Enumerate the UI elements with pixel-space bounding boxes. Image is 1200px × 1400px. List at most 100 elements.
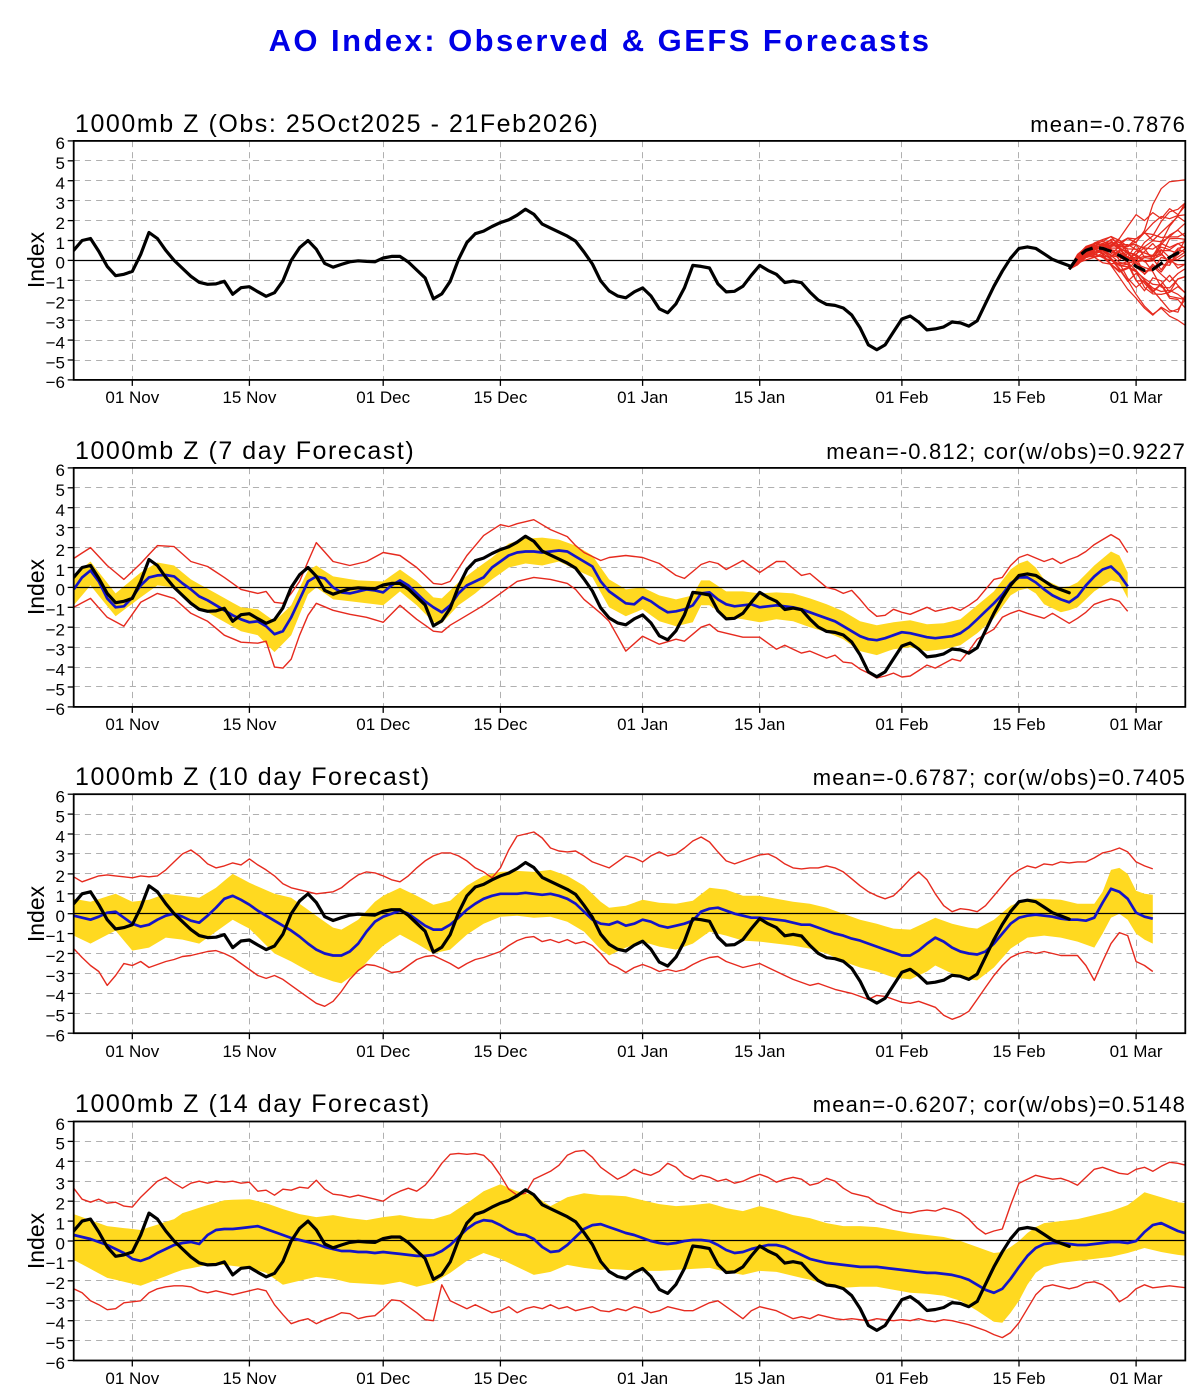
svg-text:−3: −3 bbox=[46, 314, 65, 333]
svg-text:−4: −4 bbox=[46, 660, 65, 679]
svg-text:1: 1 bbox=[56, 887, 65, 906]
svg-text:01 Nov: 01 Nov bbox=[105, 1369, 159, 1388]
svg-text:15 Feb: 15 Feb bbox=[993, 715, 1046, 734]
svg-text:−5: −5 bbox=[46, 1007, 65, 1026]
svg-text:2: 2 bbox=[56, 867, 65, 886]
svg-text:15 Jan: 15 Jan bbox=[734, 1369, 785, 1388]
svg-text:2: 2 bbox=[56, 1195, 65, 1214]
svg-text:5: 5 bbox=[56, 481, 65, 500]
svg-text:5: 5 bbox=[56, 1135, 65, 1154]
svg-text:3: 3 bbox=[56, 1175, 65, 1194]
svg-text:6: 6 bbox=[56, 788, 65, 807]
svg-text:mean=-0.6787; cor(w/obs)=0.740: mean=-0.6787; cor(w/obs)=0.7405 bbox=[813, 765, 1186, 790]
svg-text:01 Feb: 01 Feb bbox=[875, 715, 928, 734]
svg-text:1000mb Z (10 day Forecast): 1000mb Z (10 day Forecast) bbox=[75, 763, 431, 791]
svg-text:mean=-0.7876: mean=-0.7876 bbox=[1030, 112, 1186, 137]
svg-text:15 Nov: 15 Nov bbox=[222, 388, 276, 407]
svg-text:−6: −6 bbox=[46, 373, 65, 392]
svg-text:Index: Index bbox=[23, 231, 49, 288]
svg-text:−4: −4 bbox=[46, 333, 65, 352]
svg-text:6: 6 bbox=[56, 134, 65, 153]
svg-text:AO Index: Observed & GEFS Fore: AO Index: Observed & GEFS Forecasts bbox=[269, 23, 932, 58]
svg-text:−3: −3 bbox=[46, 1294, 65, 1313]
svg-text:−4: −4 bbox=[46, 987, 65, 1006]
svg-text:15 Jan: 15 Jan bbox=[734, 388, 785, 407]
svg-text:01 Mar: 01 Mar bbox=[1110, 715, 1163, 734]
svg-text:01 Dec: 01 Dec bbox=[356, 715, 410, 734]
svg-text:4: 4 bbox=[56, 174, 65, 193]
svg-text:01 Nov: 01 Nov bbox=[105, 1042, 159, 1061]
svg-text:01 Mar: 01 Mar bbox=[1110, 1369, 1163, 1388]
svg-text:15 Jan: 15 Jan bbox=[734, 1042, 785, 1061]
svg-text:Index: Index bbox=[23, 885, 49, 942]
svg-text:4: 4 bbox=[56, 827, 65, 846]
svg-text:−5: −5 bbox=[46, 680, 65, 699]
svg-text:3: 3 bbox=[56, 847, 65, 866]
svg-text:Index: Index bbox=[23, 558, 49, 615]
svg-text:01 Dec: 01 Dec bbox=[356, 1369, 410, 1388]
svg-text:−3: −3 bbox=[46, 967, 65, 986]
svg-text:01 Dec: 01 Dec bbox=[356, 1042, 410, 1061]
svg-text:01 Feb: 01 Feb bbox=[875, 1042, 928, 1061]
svg-text:3: 3 bbox=[56, 194, 65, 213]
svg-text:1: 1 bbox=[56, 1214, 65, 1233]
svg-text:15 Nov: 15 Nov bbox=[222, 1042, 276, 1061]
svg-text:4: 4 bbox=[56, 501, 65, 520]
svg-text:0: 0 bbox=[56, 1234, 65, 1253]
svg-text:15 Jan: 15 Jan bbox=[734, 715, 785, 734]
svg-text:01 Jan: 01 Jan bbox=[617, 1042, 668, 1061]
svg-text:−1: −1 bbox=[46, 927, 65, 946]
svg-text:−2: −2 bbox=[46, 947, 65, 966]
svg-text:−5: −5 bbox=[46, 1334, 65, 1353]
svg-text:15 Nov: 15 Nov bbox=[222, 715, 276, 734]
svg-text:01 Feb: 01 Feb bbox=[875, 1369, 928, 1388]
svg-text:01 Jan: 01 Jan bbox=[617, 715, 668, 734]
svg-text:15 Dec: 15 Dec bbox=[473, 388, 527, 407]
svg-text:−2: −2 bbox=[46, 1274, 65, 1293]
svg-text:01 Mar: 01 Mar bbox=[1110, 388, 1163, 407]
svg-text:−6: −6 bbox=[46, 1354, 65, 1373]
svg-text:−6: −6 bbox=[46, 700, 65, 719]
svg-text:1000mb Z (Obs: 25Oct2025 - 21F: 1000mb Z (Obs: 25Oct2025 - 21Feb2026) bbox=[75, 110, 599, 138]
svg-text:−1: −1 bbox=[46, 274, 65, 293]
svg-text:15 Feb: 15 Feb bbox=[993, 388, 1046, 407]
svg-text:3: 3 bbox=[56, 521, 65, 540]
svg-text:15 Dec: 15 Dec bbox=[473, 715, 527, 734]
svg-text:01 Mar: 01 Mar bbox=[1110, 1042, 1163, 1061]
svg-text:01 Jan: 01 Jan bbox=[617, 388, 668, 407]
svg-text:15 Nov: 15 Nov bbox=[222, 1369, 276, 1388]
svg-text:6: 6 bbox=[56, 461, 65, 480]
svg-text:mean=-0.6207; cor(w/obs)=0.514: mean=-0.6207; cor(w/obs)=0.5148 bbox=[813, 1092, 1186, 1117]
svg-text:01 Feb: 01 Feb bbox=[875, 388, 928, 407]
svg-text:0: 0 bbox=[56, 254, 65, 273]
svg-text:2: 2 bbox=[56, 214, 65, 233]
svg-text:5: 5 bbox=[56, 807, 65, 826]
svg-text:1000mb Z (7 day Forecast): 1000mb Z (7 day Forecast) bbox=[75, 437, 415, 465]
svg-text:5: 5 bbox=[56, 154, 65, 173]
svg-text:mean=-0.812; cor(w/obs)=0.9227: mean=-0.812; cor(w/obs)=0.9227 bbox=[826, 439, 1186, 464]
svg-text:−2: −2 bbox=[46, 621, 65, 640]
svg-text:15 Feb: 15 Feb bbox=[993, 1042, 1046, 1061]
svg-text:−5: −5 bbox=[46, 353, 65, 372]
svg-text:15 Feb: 15 Feb bbox=[993, 1369, 1046, 1388]
svg-text:01 Nov: 01 Nov bbox=[105, 388, 159, 407]
svg-text:−1: −1 bbox=[46, 601, 65, 620]
svg-text:−4: −4 bbox=[46, 1314, 65, 1333]
svg-text:01 Nov: 01 Nov bbox=[105, 715, 159, 734]
svg-text:−6: −6 bbox=[46, 1027, 65, 1046]
svg-text:1000mb Z (14 day Forecast): 1000mb Z (14 day Forecast) bbox=[75, 1090, 431, 1118]
svg-text:Index: Index bbox=[23, 1212, 49, 1269]
svg-text:15 Dec: 15 Dec bbox=[473, 1042, 527, 1061]
svg-text:01 Jan: 01 Jan bbox=[617, 1369, 668, 1388]
svg-text:−1: −1 bbox=[46, 1254, 65, 1273]
svg-text:1: 1 bbox=[56, 561, 65, 580]
svg-text:2: 2 bbox=[56, 541, 65, 560]
svg-text:4: 4 bbox=[56, 1155, 65, 1174]
svg-text:01 Dec: 01 Dec bbox=[356, 388, 410, 407]
svg-text:1: 1 bbox=[56, 234, 65, 253]
svg-text:0: 0 bbox=[56, 581, 65, 600]
svg-text:−2: −2 bbox=[46, 294, 65, 313]
svg-text:15 Dec: 15 Dec bbox=[473, 1369, 527, 1388]
svg-text:0: 0 bbox=[56, 907, 65, 926]
svg-text:−3: −3 bbox=[46, 641, 65, 660]
